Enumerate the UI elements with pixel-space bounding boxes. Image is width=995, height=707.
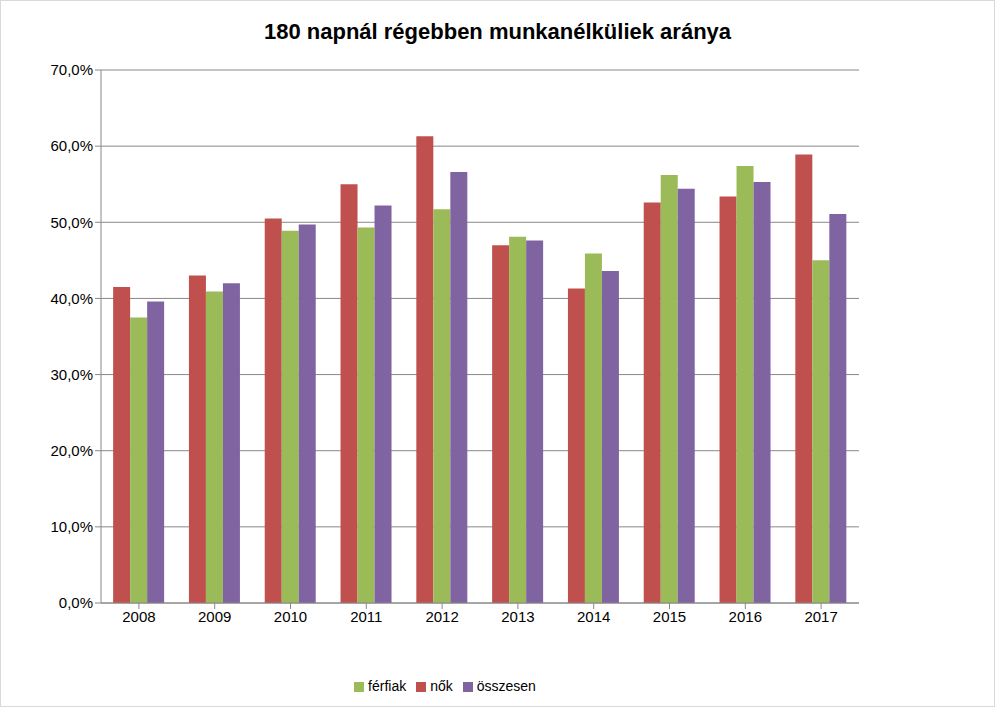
svg-text:2013: 2013 — [501, 608, 534, 625]
svg-text:2009: 2009 — [198, 608, 231, 625]
html-text:180 napnál régebben munkanélkü: 180 napnál régebben munkanélküliek arány… — [264, 19, 731, 44]
html-text:nők: nők — [430, 678, 453, 694]
svg-text:2015: 2015 — [653, 608, 686, 625]
svg-text:70,0%: 70,0% — [50, 61, 93, 78]
svg-text:2014: 2014 — [577, 608, 610, 625]
html-text:összesen: összesen — [476, 678, 536, 694]
svg-text:20,0%: 20,0% — [50, 442, 93, 459]
svg-text:0,0%: 0,0% — [59, 594, 93, 611]
svg-text:2010: 2010 — [274, 608, 307, 625]
svg-text:40,0%: 40,0% — [50, 290, 93, 307]
svg-text:2012: 2012 — [425, 608, 458, 625]
svg-text:2008: 2008 — [122, 608, 155, 625]
svg-text:30,0%: 30,0% — [50, 366, 93, 383]
svg-text:50,0%: 50,0% — [50, 214, 93, 231]
svg-text:2011: 2011 — [350, 608, 382, 625]
svg-text:60,0%: 60,0% — [50, 137, 93, 154]
svg-text:10,0%: 10,0% — [50, 518, 93, 535]
html-text:férfiak: férfiak — [368, 678, 407, 694]
svg-text:2016: 2016 — [729, 608, 762, 625]
svg-text:2017: 2017 — [804, 608, 837, 625]
